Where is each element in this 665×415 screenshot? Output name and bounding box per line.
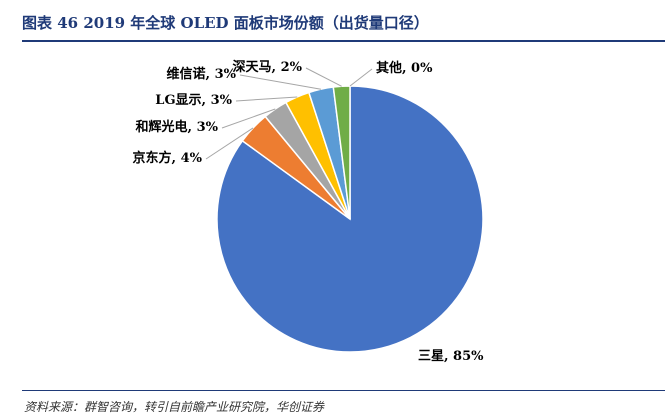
title-divider	[22, 40, 665, 42]
data-label-visionox: 维信诺, 3%	[167, 66, 237, 82]
leader-line-others	[349, 68, 373, 87]
data-label-everdisplay: 和辉光电, 3%	[136, 119, 219, 135]
data-label-others: 其他, 0%	[376, 60, 433, 76]
source-note: 资料来源：群智咨询，转引自前瞻产业研究院，华创证券	[24, 400, 325, 414]
leader-line-visionox	[239, 74, 322, 90]
pie-slice-tianma	[332, 85, 351, 220]
data-label-tianma: 深天马, 2%	[233, 59, 303, 75]
leader-line-boe	[205, 127, 254, 160]
figure-title: 图表 46 2019 年全球 OLED 面板市场份额（出货量口径）	[22, 14, 429, 32]
data-label-lg-display: LG显示, 3%	[155, 93, 232, 108]
data-label-samsung: 三星, 85%	[418, 349, 484, 364]
leader-line-lg-display	[235, 96, 298, 102]
pie-chart: 三星, 85% 京东方, 4% 和辉光电, 3% LG显示, 3% 维信诺, 3%深天马…	[133, 59, 485, 364]
leader-line-tianma	[305, 67, 342, 87]
leader-line-everdisplay	[221, 108, 276, 129]
source-divider	[22, 390, 665, 391]
data-label-boe: 京东方, 4%	[133, 150, 203, 166]
